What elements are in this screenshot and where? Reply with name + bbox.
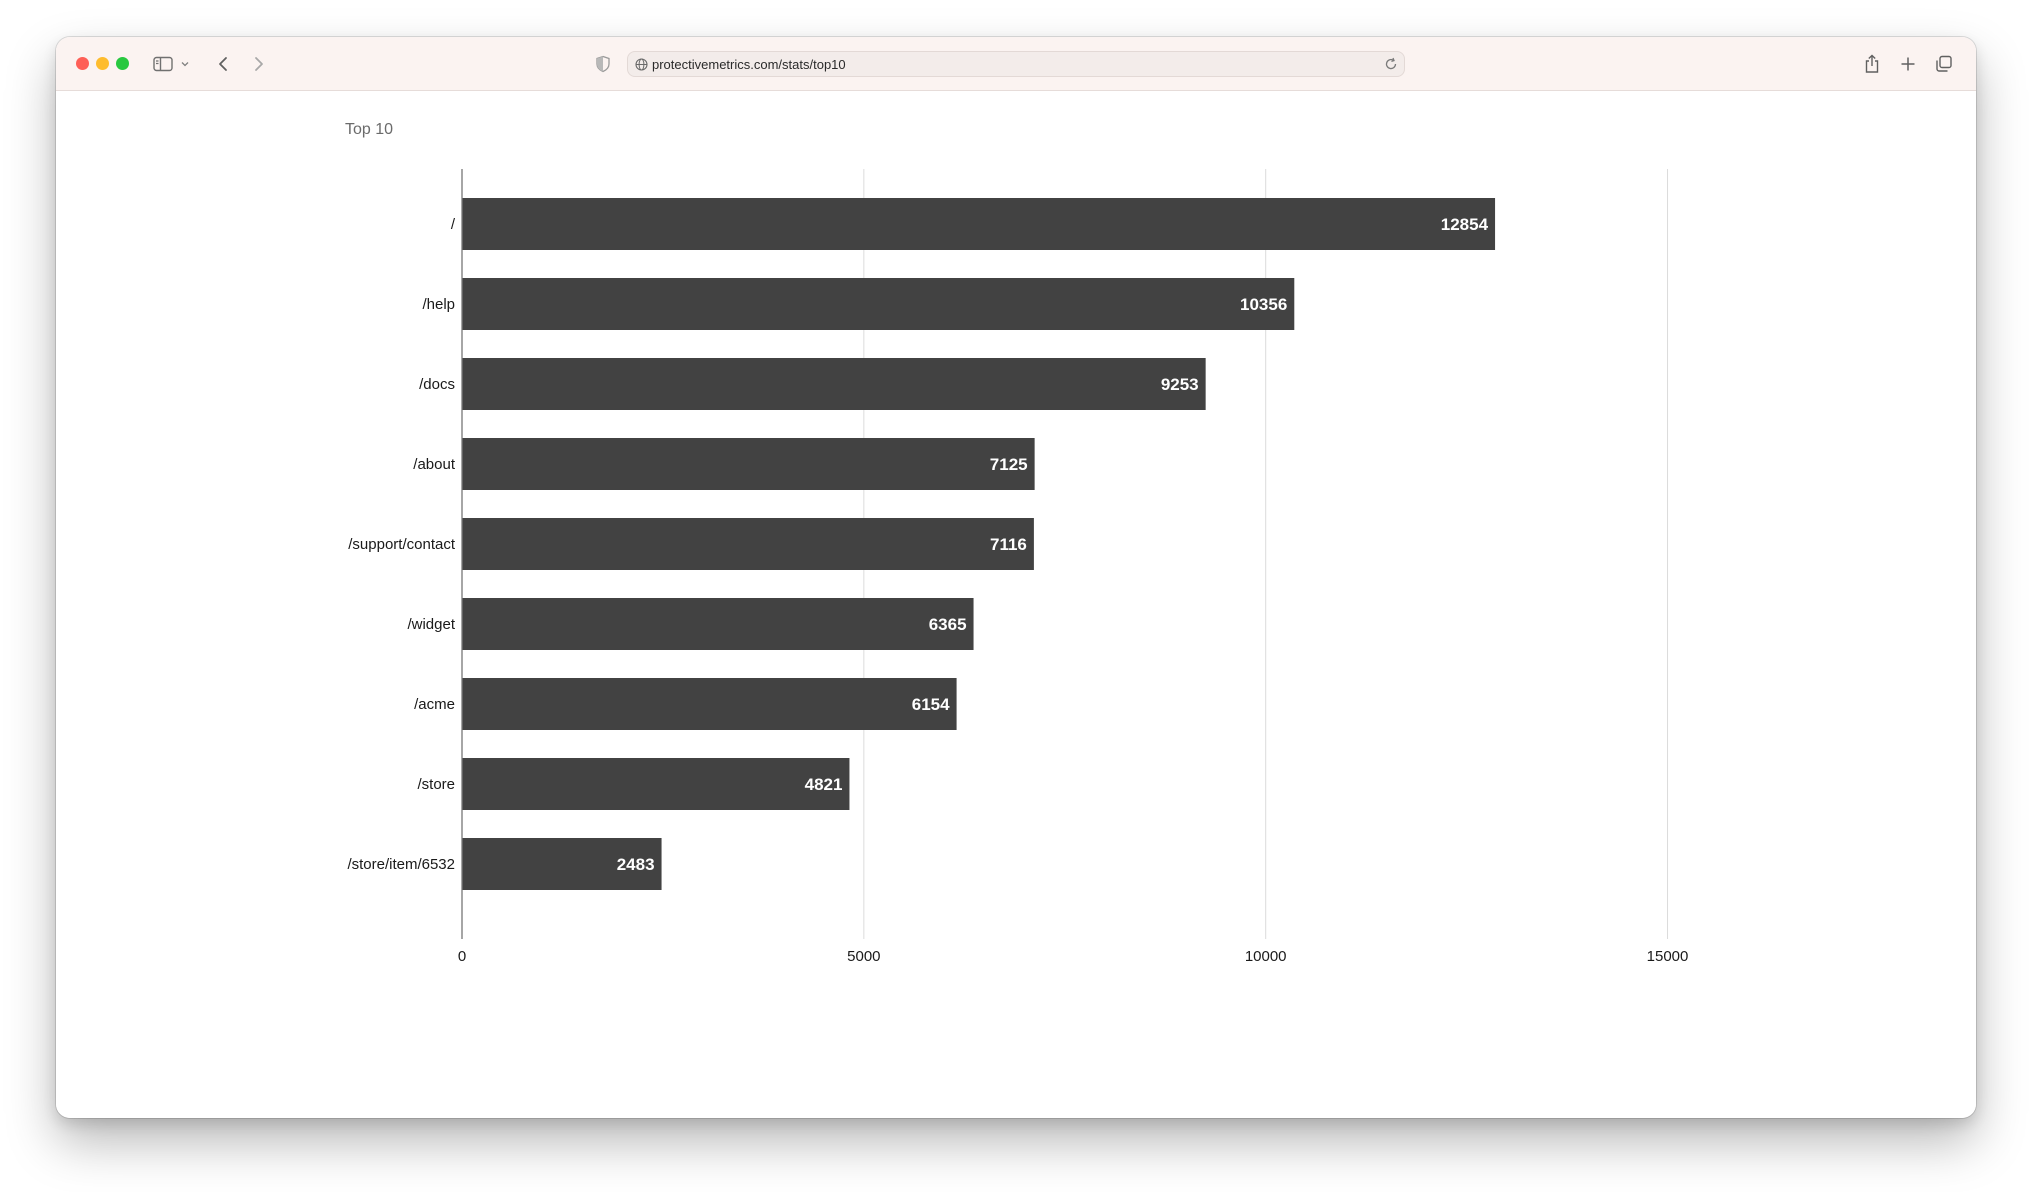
bar[interactable] [462,598,974,650]
bar[interactable] [462,198,1496,250]
bar-value-label: 9253 [1161,375,1199,394]
chart-bars: 12854 10356 9253 7125 7116 6365 6154 4821 2483 [462,198,1496,890]
bar[interactable] [462,278,1295,330]
bar-value-label: 7116 [990,535,1027,554]
privacy-shield-icon[interactable] [590,51,616,77]
category-label: /help [422,296,455,313]
forward-icon[interactable] [245,51,271,77]
zoom-window-button[interactable] [116,57,129,70]
browser-window: protectivemetrics.com/stats/top10 Top 10… [56,37,1976,1118]
category-label: /about [413,456,456,473]
url-text: protectivemetrics.com/stats/top10 [652,57,846,72]
x-tick-label: 0 [458,948,466,965]
category-label: /widget [407,616,455,633]
globe-icon [635,58,648,76]
chevron-down-icon[interactable] [178,51,192,77]
bar-value-label: 7125 [990,455,1028,474]
page-content: Top 10 12854 10356 9253 7125 7116 6365 6154 482… [56,91,1976,1118]
share-icon[interactable] [1859,51,1885,77]
bar[interactable] [462,438,1035,490]
category-label: /acme [414,696,455,713]
category-label: /store/item/6532 [347,856,455,873]
x-tick-label: 10000 [1245,948,1287,965]
category-label: /docs [419,376,455,393]
back-icon[interactable] [211,51,237,77]
bar[interactable] [462,678,957,730]
chart-axes: 0 5000 10000 15000 / /help/docs/about/support… [347,169,1688,965]
bar[interactable] [462,838,662,890]
bar-value-label: 2483 [617,855,655,874]
close-window-button[interactable] [76,57,89,70]
browser-toolbar: protectivemetrics.com/stats/top10 [56,37,1976,91]
minimize-window-button[interactable] [96,57,109,70]
x-tick-label: 5000 [847,948,880,965]
bar[interactable] [462,758,850,810]
x-tick-label: 15000 [1647,948,1689,965]
tab-overview-icon[interactable] [1931,51,1957,77]
bar-chart: 12854 10356 9253 7125 7116 6365 6154 4821 2483 0… [347,169,1688,965]
sidebar-toggle-icon[interactable] [150,51,176,77]
chart-title: Top 10 [345,121,394,138]
bar-value-label: 6365 [929,615,967,634]
new-tab-icon[interactable] [1895,51,1921,77]
bar-value-label: 4821 [805,775,843,794]
bar-value-label: 12854 [1441,215,1489,234]
bar-value-label: 10356 [1240,295,1287,314]
bar[interactable] [462,358,1206,410]
category-label: /store [417,776,455,793]
bar-value-label: 6154 [912,695,950,714]
reload-icon[interactable] [1384,57,1398,76]
category-label: / [451,216,456,233]
bar[interactable] [462,518,1034,570]
category-label: /support/contact [348,536,456,553]
address-bar[interactable]: protectivemetrics.com/stats/top10 [627,51,1405,77]
